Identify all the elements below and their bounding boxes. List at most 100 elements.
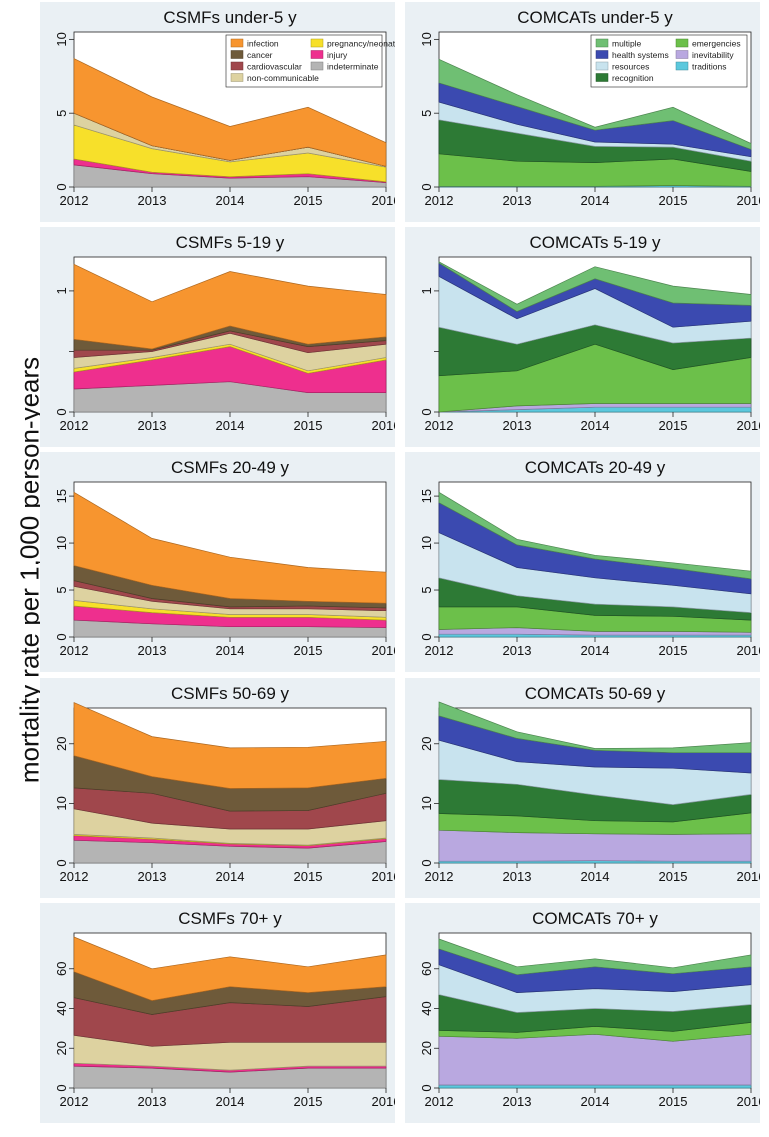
area-multiple <box>438 938 752 976</box>
x-tick-label: 2015 <box>294 418 323 433</box>
x-tick-label: 2014 <box>216 1094 245 1109</box>
legend-label-cancer: cancer <box>247 50 273 60</box>
y-tick-label: 20 <box>419 1041 434 1055</box>
chart-title: CSMFs 50-69 y <box>171 684 290 703</box>
y-tick-label: 0 <box>419 859 434 866</box>
x-tick-label: 2015 <box>659 869 688 884</box>
y-tick-label: 1 <box>419 287 434 294</box>
x-tick-label: 2012 <box>60 418 89 433</box>
x-tick-label: 2015 <box>659 193 688 208</box>
x-tick-label: 2016 <box>372 869 395 884</box>
chart-title: COMCATs 70+ y <box>532 909 658 928</box>
x-tick-label: 2016 <box>737 193 760 208</box>
y-tick-label: 0 <box>419 1084 434 1091</box>
y-tick-label: 10 <box>419 796 434 810</box>
legend-label-cardiovascular: cardiovascular <box>247 62 302 72</box>
area-infection <box>73 491 387 604</box>
x-tick-label: 2014 <box>581 869 610 884</box>
x-tick-label: 2012 <box>60 193 89 208</box>
chart-title: COMCATs under-5 y <box>517 8 673 27</box>
y-tick-label: 60 <box>54 962 69 976</box>
x-tick-label: 2012 <box>425 418 454 433</box>
y-tick-label: 0 <box>419 633 434 640</box>
y-tick-label: 10 <box>54 536 69 550</box>
area-multiple <box>438 261 752 312</box>
x-tick-label: 2014 <box>581 193 610 208</box>
x-tick-label: 2014 <box>216 418 245 433</box>
chart-title: CSMFs 70+ y <box>178 909 282 928</box>
legend-swatch-pregnancy-neonatal <box>310 38 324 48</box>
y-tick-label: 0 <box>419 183 434 190</box>
y-tick-label: 1 <box>54 287 69 294</box>
y-tick-label: 5 <box>54 110 69 117</box>
y-tick-label: 20 <box>54 1041 69 1055</box>
y-tick-label: 0 <box>54 183 69 190</box>
y-tick-label: 20 <box>54 737 69 751</box>
x-tick-label: 2015 <box>294 1094 323 1109</box>
y-tick-label: 5 <box>419 586 434 593</box>
legend-label-indeterminate: indeterminate <box>327 62 379 72</box>
panel-comcat-70plus: COMCATs 70+ y 0 20 40 60 2012 2013 2014 2015 2016 <box>405 903 760 1123</box>
x-tick-label: 2014 <box>581 643 610 658</box>
y-tick-label: 10 <box>419 536 434 550</box>
panel-csmf-20-49: CSMFs 20-49 y 0 5 10 15 2012 2013 2014 2015 2016 <box>40 452 395 672</box>
x-tick-label: 2016 <box>737 1094 760 1109</box>
x-tick-label: 2012 <box>60 869 89 884</box>
y-tick-label: 15 <box>54 489 69 503</box>
y-tick-label: 0 <box>54 408 69 415</box>
legend-box <box>225 34 383 88</box>
x-tick-label: 2013 <box>138 643 167 658</box>
x-tick-label: 2016 <box>372 193 395 208</box>
area-traditions <box>438 1084 752 1089</box>
area-infection <box>73 702 387 789</box>
x-tick-label: 2013 <box>138 1094 167 1109</box>
area-inevitability <box>438 1033 752 1086</box>
area-infection <box>73 936 387 1001</box>
y-tick-label: 5 <box>54 586 69 593</box>
x-tick-label: 2016 <box>737 643 760 658</box>
y-tick-label: 0 <box>54 633 69 640</box>
x-tick-label: 2013 <box>138 193 167 208</box>
chart-comcat-519: COMCATs 5-19 y 0 1 2012 2013 2014 2015 2016 <box>405 227 760 447</box>
legend-swatch-resources <box>595 61 609 71</box>
chart-comcat-5069: COMCATs 50-69 y 0 10 20 2012 2013 2014 2015 2016 <box>405 678 760 898</box>
legend-swatch-recognition <box>595 73 609 82</box>
legend-label-non-communicable: non-communicable <box>247 73 319 83</box>
chart-csmf-70: CSMFs 70+ y 0 20 40 60 2012 2013 2014 2015 2016 <box>40 903 395 1123</box>
chart-title: COMCATs 20-49 y <box>525 458 666 477</box>
panel-csmf-70plus: CSMFs 70+ y 0 20 40 60 2012 2013 2014 2015 2016 <box>40 903 395 1123</box>
x-tick-label: 2015 <box>659 643 688 658</box>
x-tick-label: 2013 <box>503 1094 532 1109</box>
y-tick-label: 20 <box>419 737 434 751</box>
panel-comcat-under5: COMCATs under-5 y 0 5 10 2012 2013 2014 2015 201… <box>405 2 760 222</box>
legend-swatch-emergencies <box>675 38 689 48</box>
legend-box <box>590 34 748 88</box>
x-tick-label: 2015 <box>294 643 323 658</box>
panel-comcat-5-19: COMCATs 5-19 y 0 1 2012 2013 2014 2015 2016 <box>405 227 760 447</box>
y-tick-label: 60 <box>419 962 434 976</box>
x-tick-label: 2012 <box>425 1094 454 1109</box>
x-tick-label: 2013 <box>503 418 532 433</box>
legend-label-infection: infection <box>247 39 279 49</box>
area-multiple <box>438 491 752 580</box>
y-tick-label: 40 <box>419 1001 434 1015</box>
y-tick-label: 40 <box>54 1001 69 1015</box>
area-inevitability <box>438 829 752 862</box>
panel-csmf-50-69: CSMFs 50-69 y 0 10 20 2012 2013 2014 2015 2016 <box>40 678 395 898</box>
y-tick-label: 5 <box>419 110 434 117</box>
legend-label-pregnancy-neonatal: pregnancy/neonatal <box>327 39 395 49</box>
x-tick-label: 2012 <box>60 1094 89 1109</box>
legend-swatch-non-communicable <box>230 73 244 82</box>
legend-label-recognition: recognition <box>612 73 654 83</box>
legend-swatch-cancer <box>230 50 244 59</box>
area-multiple <box>438 701 752 754</box>
x-tick-label: 2016 <box>372 643 395 658</box>
x-tick-label: 2013 <box>503 643 532 658</box>
x-tick-label: 2016 <box>372 418 395 433</box>
chart-title: COMCATs 50-69 y <box>525 684 666 703</box>
x-tick-label: 2015 <box>659 1094 688 1109</box>
x-tick-label: 2014 <box>581 1094 610 1109</box>
panel-csmf-under5: CSMFs under-5 y 0 5 10 2012 2013 2014 2015 2016 i… <box>40 2 395 222</box>
y-tick-label: 0 <box>419 408 434 415</box>
